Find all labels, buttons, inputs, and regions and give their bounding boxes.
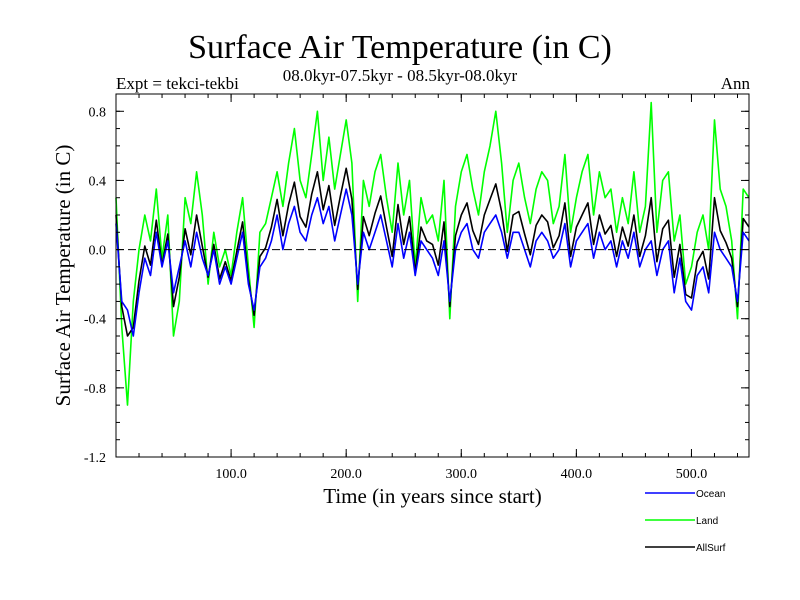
x-tick-label: 500.0 [676,467,708,482]
x-axis-label: Time (in years since start) [323,484,542,508]
x-tick-label: 200.0 [330,467,362,482]
series-allsurf-line [115,167,750,337]
y-tick-label: 0.8 [89,105,107,120]
y-tick-label: 0.0 [89,244,107,259]
y-tick-label: 0.4 [89,174,107,189]
experiment-label: Expt = tekci-tekbi [116,74,239,93]
y-tick-label: -0.4 [84,313,106,328]
legend: Ocean Land AllSurf [645,489,726,554]
x-tick-label: 100.0 [215,467,247,482]
period-label: Ann [720,74,750,93]
y-tick-label: -1.2 [84,451,106,466]
x-tick-label: 400.0 [561,467,593,482]
series-land-line [115,101,750,406]
legend-label-allsurf: AllSurf [696,543,726,554]
y-tick-label: -0.8 [84,382,106,397]
chart-subtitle: 08.0kyr-07.5kyr - 08.5kyr-08.0kyr [282,66,518,85]
ticks-layer: -1.2 -0.8 -0.4 0.0 0.4 0.8 100.0 200.0 300.0 400.… [84,93,749,482]
legend-label-ocean: Ocean [696,489,725,500]
plot-frame [115,93,750,458]
series-layer [115,101,750,406]
series-ocean-line [115,188,750,337]
chart-title: Surface Air Temperature (in C) [188,29,612,66]
legend-label-land: Land [696,516,718,527]
x-tick-label: 300.0 [446,467,478,482]
y-axis-label: Surface Air Temperature (in C) [51,145,75,407]
